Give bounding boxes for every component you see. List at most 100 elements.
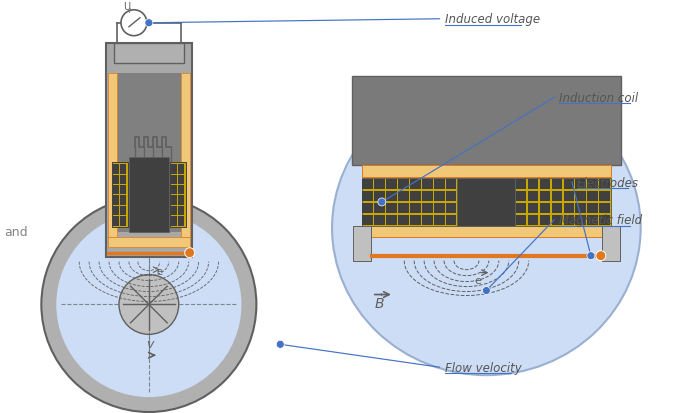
Bar — [117, 74, 180, 232]
Bar — [587, 180, 598, 190]
Bar — [516, 180, 526, 190]
Bar — [113, 165, 119, 174]
Circle shape — [121, 11, 147, 37]
Bar — [399, 192, 409, 202]
Bar — [120, 185, 126, 195]
Text: $\vec{B}$: $\vec{B}$ — [374, 293, 385, 312]
Bar — [410, 192, 421, 202]
Text: and: and — [5, 226, 28, 239]
Bar — [120, 175, 126, 185]
Circle shape — [41, 197, 257, 412]
Bar — [576, 215, 586, 226]
Bar — [540, 204, 550, 214]
Bar — [362, 225, 611, 237]
Bar — [399, 215, 409, 226]
Bar — [171, 185, 177, 195]
Text: Induction coil: Induction coil — [559, 92, 638, 104]
Bar — [516, 215, 526, 226]
Circle shape — [378, 199, 386, 206]
Bar — [540, 215, 550, 226]
Bar — [516, 204, 526, 214]
Bar — [552, 215, 562, 226]
Bar — [171, 196, 177, 205]
Circle shape — [276, 340, 284, 349]
Text: v: v — [146, 337, 153, 351]
Bar — [563, 192, 574, 202]
Bar — [552, 192, 562, 202]
Ellipse shape — [332, 81, 641, 375]
Bar — [113, 185, 119, 195]
Bar — [386, 204, 397, 214]
Bar — [528, 180, 538, 190]
Text: e: e — [475, 275, 482, 285]
Bar — [516, 192, 526, 202]
Bar — [353, 226, 371, 261]
Bar — [120, 165, 126, 174]
Bar — [410, 180, 421, 190]
Bar — [112, 163, 128, 227]
Bar — [600, 192, 610, 202]
Circle shape — [596, 251, 606, 261]
Bar — [106, 43, 191, 257]
Bar — [362, 204, 373, 214]
Bar — [446, 192, 456, 202]
Bar — [399, 204, 409, 214]
Text: Flow velocity: Flow velocity — [445, 361, 521, 374]
Bar — [169, 163, 186, 227]
Circle shape — [145, 20, 153, 28]
Bar — [386, 215, 397, 226]
Bar — [386, 180, 397, 190]
Text: Electrodes: Electrodes — [577, 176, 639, 189]
Bar — [528, 192, 538, 202]
Bar — [563, 215, 574, 226]
Bar — [108, 237, 190, 247]
Circle shape — [587, 252, 595, 260]
Bar — [422, 192, 433, 202]
Bar — [576, 192, 586, 202]
Bar — [434, 215, 445, 226]
Bar — [434, 204, 445, 214]
Circle shape — [119, 275, 179, 335]
Bar — [576, 180, 586, 190]
Bar — [178, 217, 184, 226]
Circle shape — [482, 287, 490, 295]
Bar — [552, 180, 562, 190]
Bar — [446, 204, 456, 214]
Bar — [563, 204, 574, 214]
Bar — [446, 180, 456, 190]
Bar — [399, 180, 409, 190]
Bar — [362, 192, 373, 202]
Bar — [434, 192, 445, 202]
Bar — [375, 215, 385, 226]
Bar — [375, 192, 385, 202]
Bar — [113, 196, 119, 205]
Bar — [600, 204, 610, 214]
Bar — [587, 192, 598, 202]
Bar — [552, 204, 562, 214]
Circle shape — [56, 212, 241, 397]
Bar — [178, 185, 184, 195]
Bar — [362, 215, 373, 226]
Bar — [587, 204, 598, 214]
Text: Induced voltage: Induced voltage — [445, 13, 540, 26]
Bar — [410, 215, 421, 226]
Bar — [178, 196, 184, 205]
Bar — [120, 206, 126, 216]
Bar — [446, 215, 456, 226]
Bar — [600, 180, 610, 190]
Bar — [129, 158, 169, 232]
Bar — [528, 215, 538, 226]
Bar — [120, 196, 126, 205]
Bar — [113, 206, 119, 216]
Bar — [600, 215, 610, 226]
Bar — [171, 217, 177, 226]
Bar — [362, 166, 611, 178]
Bar — [375, 204, 385, 214]
Text: U: U — [123, 2, 130, 12]
Bar — [113, 175, 119, 185]
Bar — [375, 180, 385, 190]
Bar — [515, 178, 611, 226]
Bar — [434, 180, 445, 190]
Text: Magnetic field: Magnetic field — [559, 214, 642, 227]
Bar — [178, 165, 184, 174]
